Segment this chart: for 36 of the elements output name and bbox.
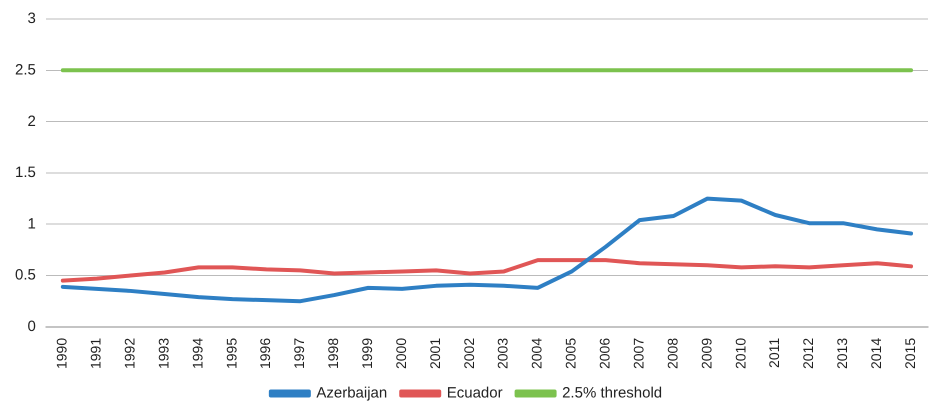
- x-tick-label: 1999: [359, 338, 376, 370]
- y-tick-label: 2: [28, 112, 36, 130]
- x-tick-label: 1992: [122, 338, 138, 370]
- legend-label: Azerbaijan: [316, 384, 388, 402]
- x-tick-label: 1997: [291, 338, 308, 370]
- x-tick-label: 2010: [732, 338, 748, 370]
- x-tick-label: 1996: [257, 338, 274, 370]
- x-tick-label: 2008: [664, 338, 680, 370]
- legend-label: Ecuador: [446, 384, 503, 402]
- x-tick-label: 2013: [834, 338, 850, 370]
- x-tick-label: 2000: [392, 338, 409, 370]
- x-tick-label: 2012: [800, 338, 816, 370]
- legend-label: 2.5% threshold: [562, 384, 662, 402]
- y-tick-label: 2.5: [14, 61, 36, 78]
- x-tick-label: 1990: [54, 338, 70, 370]
- x-tick-label: 2006: [596, 338, 613, 370]
- x-tick-label: 2002: [460, 338, 477, 370]
- x-tick-label: 1995: [223, 338, 240, 370]
- x-tick-label: 2009: [698, 338, 714, 370]
- y-tick-label: 0: [28, 318, 36, 335]
- y-tick-label: 1: [28, 215, 36, 232]
- x-tick-label: 2015: [902, 338, 918, 370]
- x-tick-label: 2014: [868, 338, 884, 370]
- x-tick-label: 2003: [494, 338, 511, 370]
- x-tick-label: 2011: [766, 338, 782, 368]
- y-tick-label: 0.5: [14, 266, 36, 284]
- x-tick-label: 1994: [189, 338, 206, 370]
- x-tick-label: 2001: [426, 338, 443, 370]
- x-tick-label: 1991: [88, 338, 104, 370]
- y-tick-label: 1.5: [14, 164, 36, 182]
- y-tick-label: 3: [28, 10, 36, 28]
- x-tick-label: 2005: [562, 338, 579, 370]
- x-tick-label: 1998: [325, 338, 342, 370]
- x-tick-label: 2004: [528, 338, 545, 370]
- x-tick-label: 2007: [630, 338, 646, 370]
- x-tick-label: 1993: [155, 338, 172, 370]
